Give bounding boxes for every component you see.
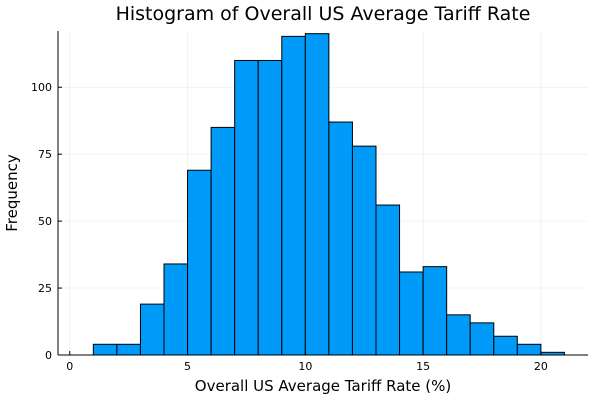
histogram-bars [92,33,565,356]
histogram-bar [399,271,424,356]
histogram-bar [210,126,236,356]
histogram-bar [187,169,212,356]
y-tick-label: 50 [38,215,52,228]
histogram-bar [139,303,165,356]
histogram-bar [304,33,330,356]
x-axis-label: Overall US Average Tariff Rate (%) [195,377,451,395]
y-tick-label: 0 [45,349,52,362]
histogram-bar [422,266,448,356]
histogram-bar [328,121,353,356]
histogram-bar [516,343,542,356]
histogram-bar [446,314,471,356]
histogram-bar [493,335,518,356]
histogram-bar [375,204,401,356]
y-axis-label: Frequency [3,154,21,232]
y-tick-label: 25 [38,282,52,295]
y-tick-label: 100 [31,81,52,94]
x-tick-label: 5 [184,360,191,373]
x-tick-label: 10 [298,360,312,373]
tick-labels: 0 5 10 15 20 0 25 50 75 100 [31,81,548,373]
chart-title: Histogram of Overall US Average Tariff R… [116,3,531,25]
histogram-bar [281,35,306,356]
histogram-bar [234,59,259,356]
y-tick-label: 75 [38,148,52,161]
histogram-bar [92,343,118,356]
histogram-bar [351,145,377,356]
x-tick-label: 20 [534,360,548,373]
axes [57,31,588,356]
histogram-bar [116,343,141,356]
x-tick-label: 0 [66,360,73,373]
histogram-bar [163,263,189,356]
histogram-bar [469,322,495,356]
histogram-bar [257,59,283,356]
x-tick-label: 15 [416,360,430,373]
